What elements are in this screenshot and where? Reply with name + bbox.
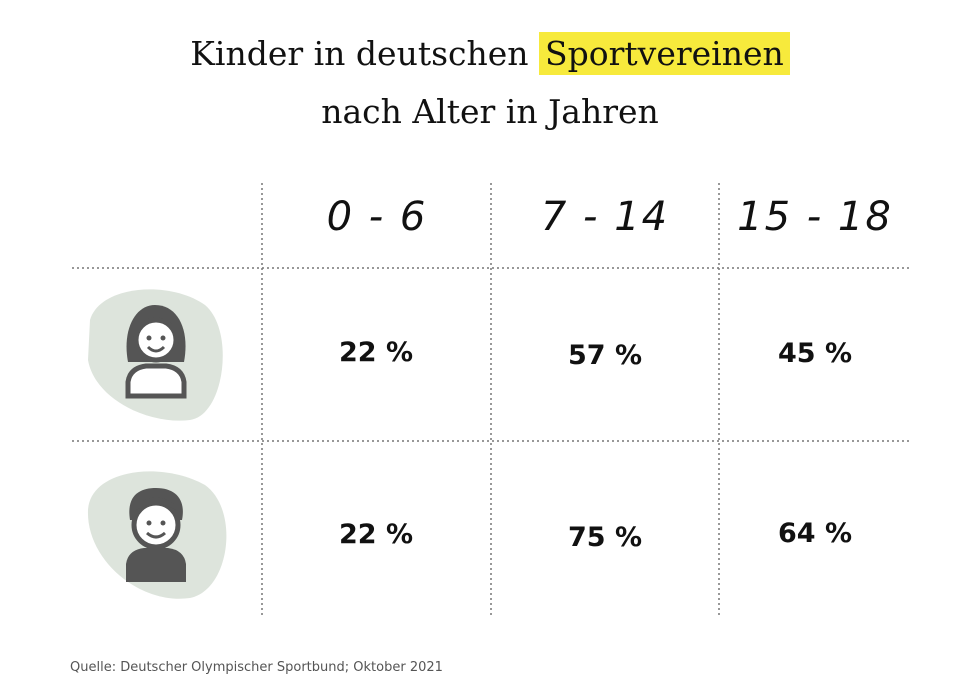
title-text: Kinder in deutschen [190, 34, 529, 73]
title-highlight: Sportvereinen [539, 32, 790, 75]
girl-icon [88, 289, 223, 421]
cell: 75 % [567, 522, 643, 553]
cell: 22 % [338, 337, 414, 368]
grid [72, 183, 910, 615]
title: Kinder in deutschen Sportvereinen [0, 32, 980, 75]
column-header: 15 - 18 [737, 194, 893, 240]
cell: 57 % [567, 340, 643, 371]
boy-icon [87, 471, 227, 599]
cell: 45 % [777, 338, 853, 369]
cell: 22 % [338, 519, 414, 550]
source-note: Quelle: Deutscher Olympischer Sportbund;… [70, 660, 443, 675]
title-line2: nach Alter in Jahren [321, 92, 659, 131]
column-header: 7 - 14 [540, 194, 670, 240]
cell: 64 % [777, 518, 853, 549]
column-header: 0 - 6 [326, 194, 428, 240]
